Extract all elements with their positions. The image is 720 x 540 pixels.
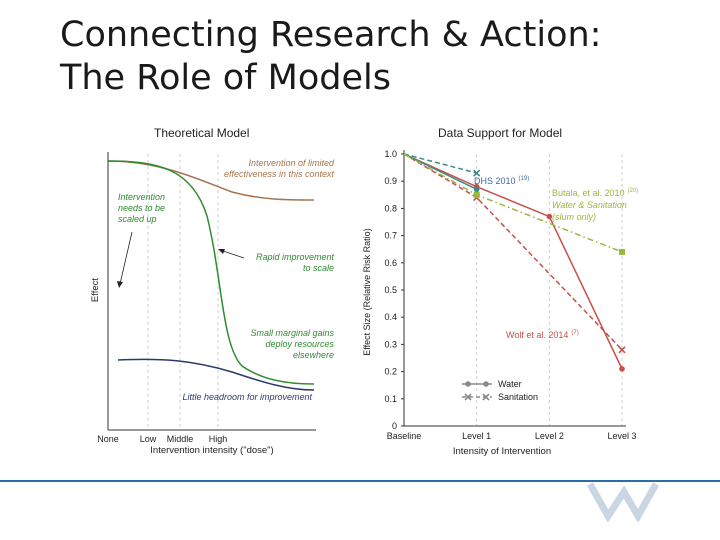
series-limited-effectiveness	[107, 160, 315, 201]
left-x-tick-label: Low	[140, 434, 157, 444]
data-point	[473, 191, 480, 198]
right-annotation: Wolf et al. 2014 (7)	[506, 330, 579, 340]
right-y-tick-label: 0.9	[384, 176, 397, 186]
left-x-axis-label: Intervention intensity ("dose")	[150, 445, 273, 456]
data-point	[483, 381, 489, 387]
right-annotations: DHS 2010 (19) Butala, et al. 2010 (20) Water…	[474, 176, 638, 340]
series-little-headroom	[117, 358, 315, 391]
left-x-tick-label: High	[209, 434, 228, 444]
data-support-chart: 0 0.1 0.2 0.3 0.4 0.5 0.6 0.7 0.8 0.9 1.0 Baseline…	[362, 149, 638, 457]
right-annotation: Butala, et al. 2010 (20)	[552, 188, 638, 198]
left-x-tick-label: Middle	[167, 434, 194, 444]
data-point	[464, 393, 472, 401]
data-point	[473, 169, 481, 177]
right-y-tick-label: 0.1	[384, 394, 397, 404]
right-legend: Water Sanitation	[462, 379, 538, 402]
right-x-tick-label: Baseline	[387, 431, 422, 441]
right-annotation: DHS 2010 (19)	[474, 176, 529, 186]
data-point	[465, 381, 471, 387]
right-y-tick-label: 0	[392, 421, 397, 431]
left-annotation: scaled up	[118, 214, 157, 224]
legend-label: Sanitation	[498, 392, 538, 402]
right-x-tick-label: Level 2	[535, 431, 564, 441]
left-annotation: Intervention of limited	[248, 158, 335, 168]
left-chart-caption: Theoretical Model	[154, 126, 250, 140]
left-y-axis-label: Effect	[90, 278, 101, 302]
data-point	[619, 248, 625, 255]
scale-up-arrow	[117, 231, 133, 288]
right-y-tick-label: 0.8	[384, 203, 397, 213]
right-y-tick-label: 0.2	[384, 367, 397, 377]
right-series	[403, 153, 626, 372]
left-gridlines	[147, 154, 219, 430]
rapid-improvement-arrow	[218, 249, 245, 259]
right-y-tick-label: 0.3	[384, 339, 397, 349]
right-y-tick-labels: 0 0.1 0.2 0.3 0.4 0.5 0.6 0.7 0.8 0.9 1.0	[384, 149, 404, 431]
footer-logo	[586, 482, 660, 522]
right-x-tick-label: Level 3	[607, 431, 636, 441]
left-annotation: elsewhere	[293, 350, 334, 360]
data-point	[618, 346, 626, 354]
right-y-tick-label: 0.6	[384, 258, 397, 268]
legend-entry: Sanitation	[462, 392, 538, 402]
left-annotation: to scale	[303, 263, 334, 273]
right-y-axis-label: Effect Size (Relative Risk Ratio)	[362, 228, 372, 355]
left-annotation: Intervention	[118, 192, 165, 202]
series-line	[403, 153, 481, 177]
right-annotation: (slum only)	[552, 212, 596, 222]
series-rapid-improvement	[107, 160, 315, 385]
right-axes	[403, 150, 626, 427]
left-annotation: Small marginal gains	[250, 328, 334, 338]
slide-title-line-1: Connecting Research & Action:	[60, 15, 602, 55]
right-y-tick-label: 0.7	[384, 231, 397, 241]
left-x-tick-label: None	[97, 434, 119, 444]
data-point	[619, 366, 625, 372]
left-annotation: needs to be	[118, 203, 165, 213]
data-point	[473, 186, 480, 193]
left-axes	[107, 152, 316, 431]
left-annotation: Rapid improvement	[256, 252, 335, 262]
right-y-tick-label: 1.0	[384, 149, 397, 159]
slide-title-line-2: The Role of Models	[60, 58, 391, 98]
left-x-tick-labels: None Low Middle High	[97, 434, 227, 444]
left-annotation: deploy resources	[265, 339, 334, 349]
slide-title: Connecting Research & Action: The Role o…	[60, 14, 601, 100]
data-point	[482, 393, 490, 401]
legend-entry: Water	[462, 379, 522, 389]
series-line	[403, 153, 480, 193]
legend-label: Water	[498, 379, 522, 389]
series-line	[403, 153, 625, 372]
right-y-tick-label: 0.5	[384, 285, 397, 295]
left-annotation: Little headroom for improvement	[182, 392, 312, 402]
footer-rule	[0, 480, 720, 482]
right-annotation: Water & Sanitation	[552, 200, 627, 210]
right-x-tick-labels: Baseline Level 1 Level 2 Level 3	[387, 431, 637, 441]
data-point	[546, 213, 553, 220]
left-annotation: effectiveness in this context	[224, 169, 335, 179]
right-x-axis-label: Intensity of Intervention	[453, 446, 551, 457]
right-x-tick-label: Level 1	[462, 431, 491, 441]
series-line	[403, 153, 625, 255]
right-y-tick-label: 0.4	[384, 312, 397, 322]
right-chart-caption: Data Support for Model	[438, 126, 563, 140]
